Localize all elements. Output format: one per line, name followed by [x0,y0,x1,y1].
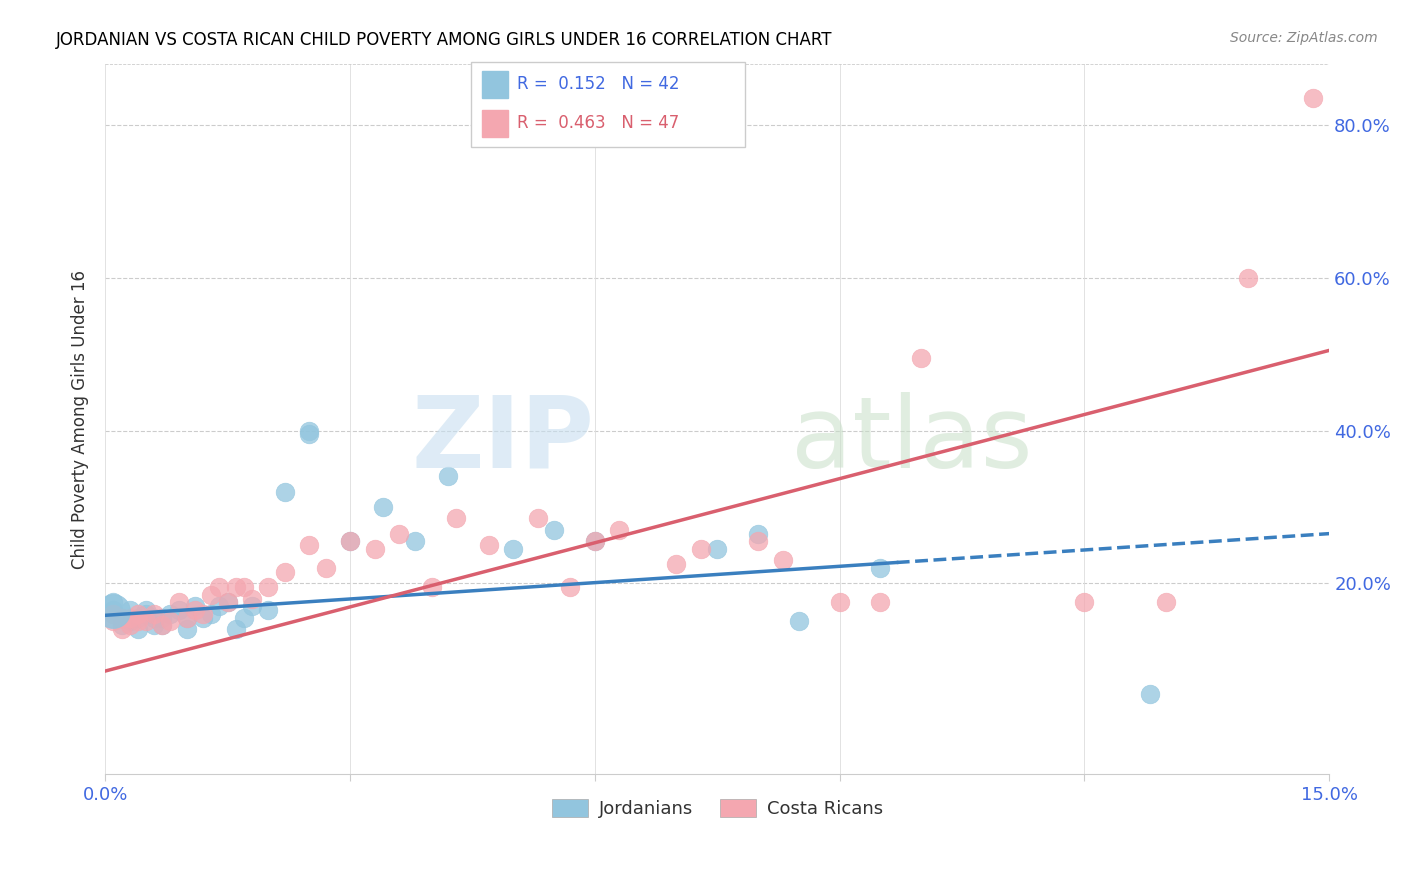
Point [257,580,280,594]
Point [240,591,263,606]
Point [184,599,207,614]
Point [127,615,149,629]
Point [118,618,141,632]
Point [1154,595,1177,609]
Text: R =  0.152   N = 42: R = 0.152 N = 42 [517,76,681,94]
Point [828,595,851,609]
Point [143,610,166,624]
Point [103,595,125,609]
Text: JORDANIAN VS COSTA RICAN CHILD POVERTY AMONG GIRLS UNDER 16 CORRELATION CHART: JORDANIAN VS COSTA RICAN CHILD POVERTY A… [56,31,832,49]
Point [437,469,460,483]
Text: ZIP: ZIP [412,392,595,489]
Point [298,538,321,552]
Point [274,565,297,579]
Point [135,607,157,621]
Point [1139,687,1161,701]
Point [103,615,125,629]
Point [159,615,181,629]
Point [747,526,769,541]
Point [191,610,214,624]
Point [1236,270,1258,285]
Point [1302,91,1324,105]
Point [478,538,501,552]
Point [143,618,166,632]
Point [502,541,524,556]
Point [607,523,630,537]
Point [388,526,411,541]
Point [118,603,141,617]
Point [404,534,426,549]
Point [200,588,222,602]
Point [167,595,190,609]
Point [167,603,190,617]
Point [583,534,606,549]
Point [127,607,149,621]
Point [747,534,769,549]
Point [363,541,385,556]
Point [869,561,891,575]
Point [315,561,337,575]
Point [232,610,254,624]
Point [690,541,713,556]
Point [110,610,132,624]
Text: Source: ZipAtlas.com: Source: ZipAtlas.com [1230,31,1378,45]
Point [869,595,891,609]
Point [787,615,810,629]
Point [444,511,467,525]
Point [910,351,932,365]
Point [274,484,297,499]
Point [543,523,565,537]
Point [110,618,132,632]
Point [339,534,361,549]
Point [103,605,125,619]
Point [103,603,125,617]
Y-axis label: Child Poverty Among Girls Under 16: Child Poverty Among Girls Under 16 [72,269,89,568]
Point [150,610,173,624]
Text: R =  0.463   N = 47: R = 0.463 N = 47 [517,114,679,132]
Point [176,622,198,636]
Point [232,580,254,594]
Point [150,618,173,632]
Point [127,610,149,624]
Point [560,580,582,594]
Point [420,580,443,594]
Point [127,622,149,636]
Legend: Jordanians, Costa Ricans: Jordanians, Costa Ricans [544,792,890,825]
Point [772,553,794,567]
Point [706,541,728,556]
Point [257,603,280,617]
Point [103,607,125,621]
Point [110,622,132,636]
Point [225,580,247,594]
Point [143,607,166,621]
Point [526,511,548,525]
Point [240,599,263,614]
Point [176,610,198,624]
Point [298,424,321,438]
Point [371,500,394,514]
Point [176,610,198,624]
Point [110,610,132,624]
Point [208,580,231,594]
Point [1073,595,1095,609]
Point [118,615,141,629]
Point [135,603,157,617]
Point [200,607,222,621]
Point [184,603,207,617]
Point [298,427,321,442]
Point [225,622,247,636]
Point [217,595,239,609]
Point [339,534,361,549]
Point [150,618,173,632]
Point [159,607,181,621]
Point [583,534,606,549]
Point [118,610,141,624]
Point [217,595,239,609]
Point [191,607,214,621]
Point [208,599,231,614]
Point [135,615,157,629]
Text: atlas: atlas [790,392,1032,489]
Point [665,557,688,571]
